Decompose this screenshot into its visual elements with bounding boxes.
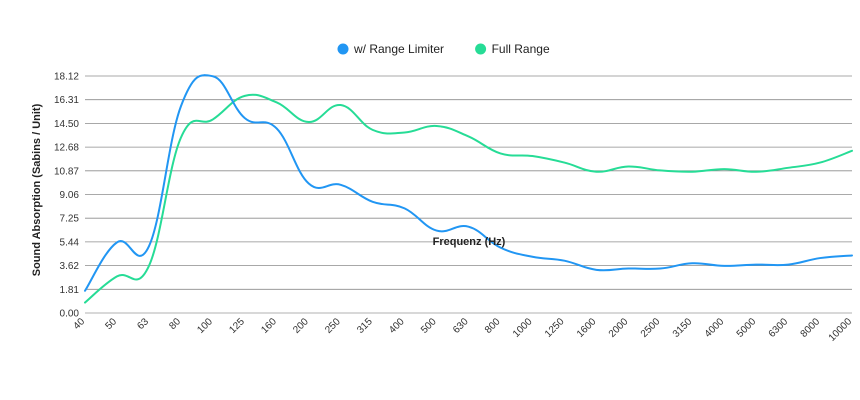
x-tick-label: 5000 <box>735 316 759 340</box>
x-tick-label: 1250 <box>543 316 567 340</box>
x-axis-ticks: 40 50 63 80 100 125 160 200 250 315 400 500 630 800 10… <box>71 316 854 344</box>
y-tick-label: 5.44 <box>60 237 80 248</box>
x-tick-label: 315 <box>355 316 375 336</box>
x-tick-label: 63 <box>135 316 151 332</box>
x-tick-label: 8000 <box>799 316 823 340</box>
x-tick-label: 125 <box>227 316 247 336</box>
x-tick-label: 400 <box>387 316 407 336</box>
y-tick-label: 9.06 <box>60 190 80 201</box>
series-line-full-range <box>84 93 853 304</box>
y-tick-label: 3.62 <box>60 261 80 272</box>
x-tick-label: 800 <box>483 316 503 336</box>
x-tick-label: 2500 <box>639 316 663 340</box>
legend: w/ Range Limiter Full Range <box>337 42 550 56</box>
legend-label: Full Range <box>492 42 550 56</box>
legend-label: w/ Range Limiter <box>353 42 444 56</box>
x-tick-label: 1000 <box>511 316 535 340</box>
x-tick-label: 250 <box>323 316 343 336</box>
x-tick-label: 160 <box>259 316 279 336</box>
y-tick-label: 18.12 <box>54 72 79 83</box>
x-tick-label: 1600 <box>575 316 599 340</box>
gridlines <box>85 75 852 314</box>
x-tick-label: 200 <box>291 316 311 336</box>
x-tick-label: 50 <box>103 316 119 332</box>
x-tick-label: 6300 <box>767 316 791 340</box>
x-tick-label: 100 <box>195 316 215 336</box>
y-tick-label: 0.00 <box>60 309 80 320</box>
y-axis-ticks: 0.00 1.81 3.62 5.44 7.25 9.06 10.87 12.68 14.50 1… <box>54 72 79 320</box>
legend-marker <box>475 43 487 55</box>
y-tick-label: 1.81 <box>60 285 80 296</box>
series-lines <box>84 74 853 304</box>
y-tick-label: 14.50 <box>54 119 79 130</box>
y-tick-label: 10.87 <box>54 166 79 177</box>
x-tick-label: 80 <box>167 316 183 332</box>
y-tick-label: 16.31 <box>54 95 79 106</box>
y-tick-label: 7.25 <box>60 214 80 225</box>
x-tick-label: 3150 <box>671 316 695 340</box>
y-tick-label: 12.68 <box>54 143 79 154</box>
x-axis-title: Frequenz (Hz) <box>433 236 506 248</box>
x-tick-label: 630 <box>451 316 471 336</box>
x-tick-label: 2000 <box>607 316 631 340</box>
x-tick-label: 500 <box>419 316 439 336</box>
series-line-range-limiter <box>84 74 853 292</box>
legend-marker <box>337 43 349 55</box>
y-axis-title: Sound Absorption (Sabins / Unit) <box>31 103 43 276</box>
x-tick-label: 10000 <box>827 316 855 344</box>
x-tick-label: 4000 <box>703 316 727 340</box>
